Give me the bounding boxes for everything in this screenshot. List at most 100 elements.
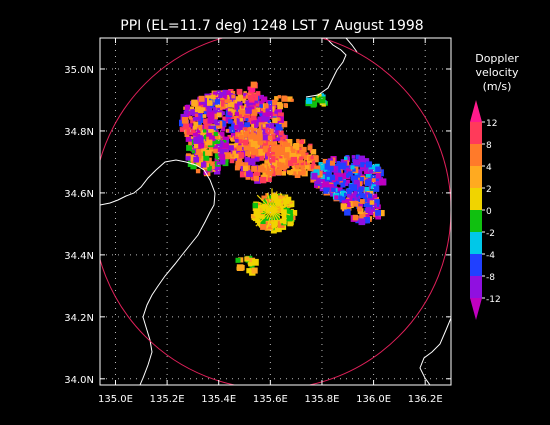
echo-pixel	[186, 156, 191, 161]
echo-pixel	[284, 153, 289, 157]
echo-pixel	[261, 205, 265, 209]
echo-pixel	[255, 107, 261, 112]
echo-pixel	[201, 158, 207, 164]
echo-pixel	[190, 161, 195, 165]
echo-pixel	[242, 136, 248, 142]
echo-pixel	[266, 169, 270, 173]
echo-pixel	[184, 109, 189, 114]
echo-pixel	[248, 262, 253, 267]
echo-pixel	[264, 221, 268, 226]
echo-pixel	[235, 148, 240, 154]
echo-pixel	[265, 138, 270, 143]
echo-pixel	[222, 140, 227, 145]
echo-pixel	[198, 95, 205, 102]
echo-pixel	[282, 141, 288, 147]
echo-pixel	[358, 218, 366, 226]
lon-tick-label: 135.6E	[253, 394, 288, 405]
echo-pixel	[245, 107, 252, 114]
echo-pixel	[352, 200, 359, 207]
echo-pixel	[246, 100, 253, 107]
coastline	[100, 38, 451, 385]
echo-pixel	[352, 176, 359, 183]
echo-pixel	[258, 155, 264, 161]
echo-pixel	[251, 165, 257, 172]
echo-pixel	[278, 146, 285, 153]
echo-pixel	[212, 168, 216, 172]
echo-pixel	[195, 115, 201, 121]
echo-pixel	[267, 135, 273, 140]
echo-pixel	[357, 186, 364, 193]
echo-pixel	[207, 111, 215, 119]
echo-pixel	[216, 122, 223, 129]
echo-pixel	[276, 150, 282, 156]
lat-tick-label: 34.0N	[64, 375, 94, 386]
echo-pixel	[213, 148, 218, 154]
echo-pixel	[261, 153, 267, 159]
echo-pixel	[229, 92, 233, 97]
echo-spoke	[256, 194, 273, 211]
echo-pixel	[245, 151, 250, 156]
echo-pixel	[250, 113, 257, 121]
echo-pixel	[257, 202, 261, 206]
echo-spoke	[255, 209, 273, 215]
echo-pixel	[299, 139, 305, 144]
echo-pixel	[251, 267, 258, 274]
lat-tick-label: 34.4N	[64, 251, 94, 262]
echo-pixel	[318, 96, 326, 104]
echo-pixel	[220, 159, 226, 165]
echo-pixel	[262, 130, 267, 135]
echo-pixel	[247, 94, 253, 100]
echo-pixel	[250, 81, 257, 88]
lat-tick-label: 34.2N	[64, 313, 94, 324]
echo-pixel	[260, 208, 266, 214]
echo-pixel	[247, 154, 251, 158]
echo-pixel	[229, 158, 235, 164]
echo-spoke	[271, 203, 294, 211]
echo-pixel	[243, 133, 248, 138]
echo-pixel	[349, 195, 355, 202]
echo-pixel	[368, 164, 376, 172]
echo-pixel	[227, 101, 234, 108]
echo-pixel	[238, 114, 243, 119]
echo-pixel	[237, 123, 245, 131]
echo-pixel	[279, 163, 286, 170]
echo-pixel	[188, 141, 192, 146]
echo-pixel	[329, 160, 335, 166]
echo-pixel	[220, 120, 226, 127]
echo-pixel	[253, 215, 259, 221]
echo-pixel	[371, 202, 377, 208]
echo-pixel	[261, 96, 268, 102]
echo-pixel	[186, 128, 193, 135]
echo-pixel	[315, 98, 320, 103]
echo-pixel	[215, 156, 220, 160]
echo-pixel	[263, 208, 270, 214]
echo-pixel	[192, 130, 196, 133]
echo-pixel	[181, 117, 189, 124]
echo-pixel	[222, 89, 230, 97]
echo-pixel	[307, 161, 311, 165]
echo-pixel	[276, 117, 280, 121]
echo-pixel	[255, 102, 260, 107]
echo-pixel	[317, 93, 322, 98]
echo-pixel	[365, 171, 372, 178]
echo-pixel	[217, 141, 224, 148]
echo-pixel	[242, 165, 249, 172]
echo-pixel	[190, 117, 196, 124]
echo-pixel	[267, 149, 275, 156]
echo-pixel	[244, 100, 248, 104]
echo-pixel	[365, 161, 372, 168]
echo-pixel	[214, 120, 220, 126]
echo-pixel	[185, 135, 192, 142]
echo-pixel	[193, 116, 198, 121]
echo-pixel	[358, 155, 365, 163]
echo-pixel	[285, 139, 293, 146]
echo-pixel	[267, 120, 271, 124]
echo-pixel	[323, 187, 330, 194]
colorbar-unit: (m/s)	[483, 80, 512, 93]
echo-pixel	[205, 149, 211, 156]
echo-pixel	[289, 151, 297, 158]
echo-pixel	[337, 191, 342, 196]
echo-pixel	[343, 179, 347, 183]
colorbar-title-line2: velocity	[476, 66, 519, 79]
echo-pixel	[274, 96, 279, 101]
